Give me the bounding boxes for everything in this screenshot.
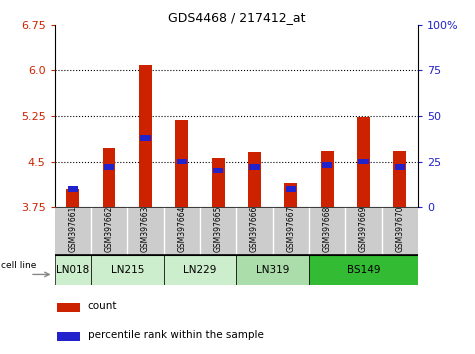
Text: GSM397665: GSM397665: [214, 205, 223, 252]
Bar: [57, 303, 80, 312]
Text: LN229: LN229: [183, 265, 217, 275]
Bar: [55, 255, 91, 285]
Text: percentile rank within the sample: percentile rank within the sample: [88, 330, 264, 340]
Bar: [141, 135, 151, 141]
Text: GSM397661: GSM397661: [68, 205, 77, 252]
Bar: [103, 148, 115, 207]
Text: GSM397670: GSM397670: [395, 205, 404, 252]
Text: GSM397666: GSM397666: [250, 205, 259, 252]
Bar: [213, 168, 223, 173]
Text: GSM397668: GSM397668: [323, 205, 332, 252]
Bar: [237, 255, 309, 285]
Text: BS149: BS149: [347, 265, 380, 275]
Text: GSM397662: GSM397662: [104, 205, 114, 252]
Bar: [286, 186, 296, 192]
Bar: [393, 150, 406, 207]
Bar: [357, 116, 370, 207]
Bar: [177, 159, 187, 164]
Text: cell line: cell line: [1, 261, 37, 270]
Bar: [57, 332, 80, 341]
Title: GDS4468 / 217412_at: GDS4468 / 217412_at: [168, 11, 305, 24]
Bar: [309, 255, 418, 285]
Bar: [91, 255, 163, 285]
Bar: [322, 162, 332, 168]
Bar: [249, 164, 259, 170]
Bar: [139, 65, 152, 207]
Text: LN215: LN215: [111, 265, 144, 275]
Text: count: count: [88, 301, 117, 311]
Bar: [212, 159, 225, 207]
Text: LN319: LN319: [256, 265, 289, 275]
Bar: [163, 255, 237, 285]
Bar: [68, 186, 78, 192]
Text: LN018: LN018: [56, 265, 89, 275]
Bar: [285, 183, 297, 207]
Text: GSM397667: GSM397667: [286, 205, 295, 252]
Bar: [66, 189, 79, 207]
Bar: [175, 120, 188, 207]
Text: GSM397663: GSM397663: [141, 205, 150, 252]
Bar: [359, 159, 369, 164]
Text: GSM397664: GSM397664: [177, 205, 186, 252]
Bar: [395, 164, 405, 170]
Bar: [104, 164, 114, 170]
Text: GSM397669: GSM397669: [359, 205, 368, 252]
Bar: [321, 150, 333, 207]
Bar: [248, 152, 261, 207]
